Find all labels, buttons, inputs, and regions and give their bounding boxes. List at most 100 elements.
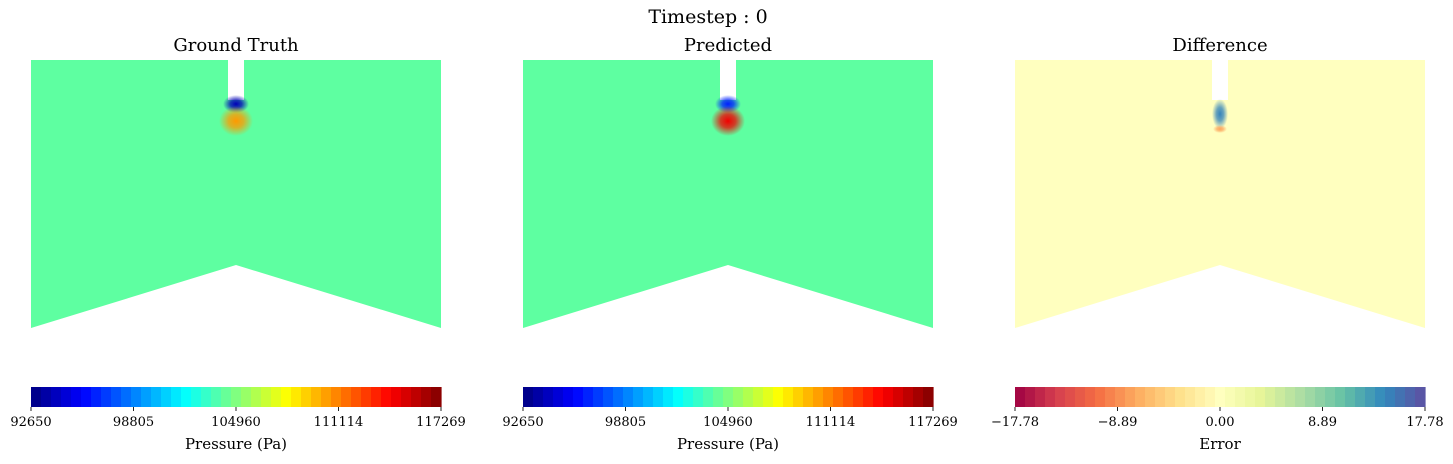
colorbar-label: Error bbox=[1199, 435, 1241, 453]
colorbar-segment bbox=[1015, 387, 1026, 407]
colorbar-segment bbox=[291, 387, 302, 407]
domain-field bbox=[1015, 60, 1425, 328]
colorbar-segment bbox=[31, 387, 42, 407]
colorbar-segment bbox=[251, 387, 262, 407]
colorbar-segment bbox=[1175, 387, 1186, 407]
colorbar-segment bbox=[121, 387, 132, 407]
colorbar-tick-label: 117269 bbox=[416, 415, 466, 430]
colorbar-segment bbox=[643, 387, 654, 407]
colorbar-segment bbox=[61, 387, 72, 407]
colorbar-tick-label: 98805 bbox=[605, 415, 646, 430]
colorbar-tick-label: 92650 bbox=[502, 415, 543, 430]
colorbar-segment bbox=[1355, 387, 1366, 407]
colorbar-segment bbox=[221, 387, 232, 407]
panel-3: Difference −17.78 −8.89 0.00 8.89 17.78 Error bbox=[991, 35, 1444, 453]
colorbar-segment bbox=[903, 387, 914, 407]
colorbar-segment bbox=[1415, 387, 1426, 407]
colorbar-segment bbox=[793, 387, 804, 407]
colorbar-segment bbox=[683, 387, 694, 407]
panel-title: Difference bbox=[1172, 35, 1267, 56]
colorbar-segment bbox=[593, 387, 604, 407]
colorbar-segment bbox=[753, 387, 764, 407]
colorbar-segment bbox=[653, 387, 664, 407]
colorbar-segment bbox=[743, 387, 754, 407]
colorbar-segment bbox=[1205, 387, 1216, 407]
colorbar-label: Pressure (Pa) bbox=[185, 435, 287, 453]
colorbar-tick-label: 117269 bbox=[908, 415, 958, 430]
colorbar-segment bbox=[151, 387, 162, 407]
colorbar-segment bbox=[301, 387, 312, 407]
colorbar-segment bbox=[1325, 387, 1336, 407]
colorbar-segment bbox=[763, 387, 774, 407]
colorbar-segment bbox=[783, 387, 794, 407]
colorbar-tick-label: 92650 bbox=[10, 415, 51, 430]
colorbar-segment bbox=[1135, 387, 1146, 407]
colorbar-segment bbox=[1045, 387, 1056, 407]
colorbar-segment bbox=[1215, 387, 1226, 407]
colorbar-segment bbox=[1125, 387, 1136, 407]
colorbar-segment bbox=[161, 387, 172, 407]
colorbar-segment bbox=[171, 387, 182, 407]
colorbar-segment bbox=[1185, 387, 1196, 407]
colorbar-segment bbox=[813, 387, 824, 407]
colorbar-segment bbox=[713, 387, 724, 407]
colorbar-segment bbox=[331, 387, 342, 407]
colorbar-segment bbox=[401, 387, 412, 407]
colorbar-segment bbox=[341, 387, 352, 407]
colorbar-tick-label: 104960 bbox=[211, 415, 261, 430]
colorbar-tick-label: 98805 bbox=[113, 415, 154, 430]
colorbar-segment bbox=[873, 387, 884, 407]
colorbar-segment bbox=[913, 387, 924, 407]
colorbar-segment bbox=[923, 387, 934, 407]
colorbar-segment bbox=[703, 387, 714, 407]
colorbar-segment bbox=[191, 387, 202, 407]
panel-1: Ground Truth 92650 98805 104960 111114 117269… bbox=[10, 35, 466, 453]
colorbar-segment bbox=[1405, 387, 1416, 407]
colorbar-segment bbox=[111, 387, 122, 407]
colorbar-segment bbox=[311, 387, 322, 407]
colorbar-segment bbox=[523, 387, 534, 407]
colorbar-segment bbox=[271, 387, 282, 407]
colorbar-segment bbox=[431, 387, 442, 407]
colorbar-segment bbox=[361, 387, 372, 407]
colorbar-segment bbox=[613, 387, 624, 407]
colorbar-segment bbox=[1055, 387, 1066, 407]
colorbar-segment bbox=[371, 387, 382, 407]
colorbar-segment bbox=[141, 387, 152, 407]
field-hotspot-high bbox=[1212, 99, 1228, 129]
colorbar-segment bbox=[1115, 387, 1126, 407]
colorbar-segment bbox=[1065, 387, 1076, 407]
colorbar-segment bbox=[391, 387, 402, 407]
colorbar-segment bbox=[281, 387, 292, 407]
colorbar-segment bbox=[563, 387, 574, 407]
colorbar-label: Pressure (Pa) bbox=[677, 435, 779, 453]
colorbar-segment bbox=[81, 387, 92, 407]
colorbar-segment bbox=[553, 387, 564, 407]
colorbar-tick-label: 8.89 bbox=[1308, 415, 1337, 430]
colorbar-segment bbox=[1375, 387, 1386, 407]
colorbar-segment bbox=[823, 387, 834, 407]
colorbar-segment bbox=[1315, 387, 1326, 407]
colorbar-segment bbox=[1285, 387, 1296, 407]
colorbar-segment bbox=[381, 387, 392, 407]
colorbar-segment bbox=[241, 387, 252, 407]
colorbar-segment bbox=[131, 387, 142, 407]
colorbar-segment bbox=[1075, 387, 1086, 407]
colorbar-segment bbox=[1275, 387, 1286, 407]
colorbar-segment bbox=[863, 387, 874, 407]
colorbar-segment bbox=[411, 387, 422, 407]
colorbar-segment bbox=[321, 387, 332, 407]
colorbar-segment bbox=[533, 387, 544, 407]
colorbar-segment bbox=[1335, 387, 1346, 407]
colorbar-segment bbox=[1195, 387, 1206, 407]
colorbar-segment bbox=[51, 387, 62, 407]
colorbar-segment bbox=[833, 387, 844, 407]
colorbar-segment bbox=[101, 387, 112, 407]
colorbar-segment bbox=[1025, 387, 1036, 407]
colorbar-segment bbox=[893, 387, 904, 407]
colorbar-tick-label: 111114 bbox=[806, 415, 856, 430]
colorbar-segment bbox=[1365, 387, 1376, 407]
colorbar-tick-label: 17.78 bbox=[1406, 415, 1443, 430]
colorbar-segment bbox=[201, 387, 212, 407]
colorbar-segment bbox=[803, 387, 814, 407]
